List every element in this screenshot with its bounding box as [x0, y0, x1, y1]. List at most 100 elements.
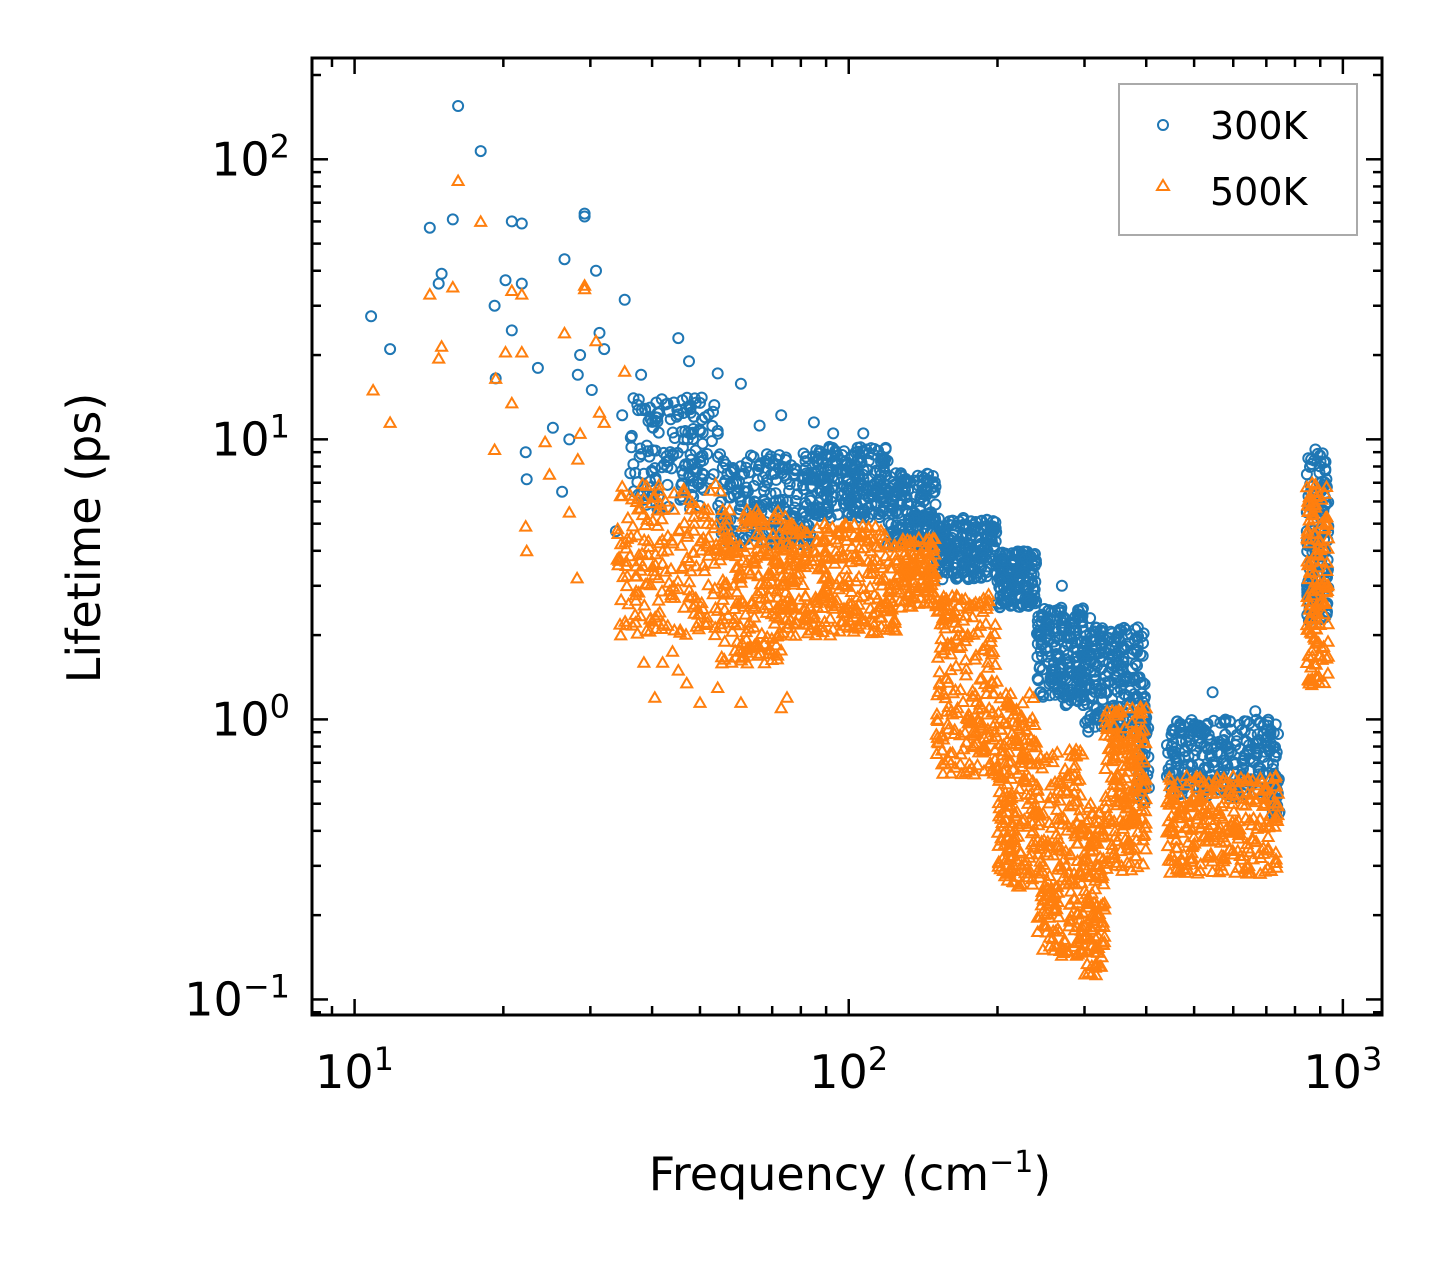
point-500K-997 — [981, 587, 996, 600]
point-500K-666 — [816, 571, 831, 584]
point-300K-1345 — [1032, 625, 1045, 638]
point-500K-1834 — [1162, 865, 1178, 878]
point-500K-2261 — [773, 700, 789, 714]
point-300K-2031 — [1313, 466, 1326, 479]
point-500K-2115 — [1301, 571, 1316, 585]
point-300K-1569 — [1089, 673, 1102, 686]
point-300K-2121 — [775, 409, 788, 422]
point-500K-941 — [940, 716, 956, 730]
point-500K-1595 — [1084, 806, 1100, 819]
x-tick-label-1: 102 — [809, 1040, 888, 1099]
point-300K-1909 — [1183, 717, 1196, 730]
point-300K-2125 — [926, 470, 939, 482]
point-500K-1584 — [1079, 862, 1095, 875]
point-500K-362 — [740, 563, 756, 576]
point-500K-939 — [966, 728, 981, 741]
point-500K-665 — [809, 520, 825, 534]
point-500K-81 — [622, 548, 638, 562]
point-500K-197 — [707, 627, 723, 641]
point-500K-1982 — [1209, 770, 1225, 783]
point-500K-2254 — [671, 663, 686, 676]
point-500K-388 — [738, 544, 753, 557]
point-300K-1819 — [1228, 758, 1241, 771]
point-500K-2063 — [1205, 864, 1220, 877]
point-500K-1560 — [1086, 895, 1102, 908]
point-500K-137 — [687, 516, 702, 529]
x-axis-label: Frequency (cm−1) — [649, 1145, 1052, 1201]
point-300K-999 — [963, 562, 976, 575]
point-500K-1599 — [1085, 831, 1100, 844]
point-300K-1307 — [1061, 697, 1074, 710]
point-500K-150 — [693, 543, 709, 556]
point-300K-1143 — [994, 597, 1007, 610]
point-500K-233 — [759, 629, 775, 643]
point-500K-2243 — [577, 281, 592, 295]
point-300K-1329 — [1064, 694, 1077, 707]
point-500K-1021 — [958, 652, 973, 666]
point-500K-1422 — [1045, 888, 1060, 901]
point-500K-1989 — [1185, 798, 1200, 811]
point-500K-2095 — [1304, 475, 1320, 489]
point-500K-1766 — [1123, 815, 1138, 829]
point-300K-2086 — [452, 100, 465, 112]
point-500K-570 — [800, 625, 816, 639]
point-300K-1159 — [1008, 557, 1021, 569]
point-500K-2196 — [1309, 545, 1324, 559]
point-500K-2241 — [572, 426, 588, 439]
point-500K-1777 — [1135, 856, 1151, 870]
point-500K-947 — [954, 766, 970, 780]
point-500K-675 — [824, 596, 840, 609]
point-300K-159 — [696, 437, 709, 450]
point-300K-1353 — [1059, 613, 1072, 626]
point-300K-721 — [914, 492, 927, 505]
point-300K-1541 — [1094, 639, 1107, 652]
point-500K-290 — [771, 556, 787, 569]
point-500K-979 — [947, 722, 962, 735]
point-500K-969 — [935, 645, 951, 659]
point-500K-1967 — [1240, 860, 1255, 873]
point-300K-1409 — [1088, 665, 1101, 678]
point-300K-2124 — [857, 427, 870, 440]
point-500K-330 — [748, 556, 763, 569]
point-300K-596 — [846, 494, 858, 507]
point-500K-1477 — [1074, 875, 1089, 889]
point-500K-112 — [613, 536, 629, 550]
point-500K-407 — [720, 608, 736, 621]
point-500K-1611 — [1098, 761, 1113, 774]
point-500K-384 — [776, 543, 792, 556]
point-500K-1211 — [1014, 858, 1029, 871]
point-500K-132 — [613, 592, 629, 606]
point-500K-1293 — [1062, 914, 1078, 927]
point-500K-1772 — [1133, 699, 1148, 712]
point-500K-834 — [901, 598, 917, 612]
point-500K-1408 — [1065, 797, 1081, 810]
point-500K-1580 — [1084, 966, 1099, 980]
point-500K-178 — [701, 577, 716, 591]
point-500K-401 — [714, 620, 729, 634]
point-500K-1043 — [968, 595, 983, 608]
point-300K-773 — [924, 512, 937, 525]
point-500K-0 — [706, 556, 722, 569]
point-500K-2228 — [487, 442, 502, 455]
point-500K-1361 — [1041, 795, 1057, 809]
point-500K-94 — [623, 488, 638, 501]
point-500K-366 — [735, 519, 750, 532]
point-500K-1760 — [1106, 813, 1122, 827]
point-300K-979 — [937, 524, 950, 537]
point-500K-135 — [700, 615, 715, 628]
point-500K-283 — [734, 635, 750, 649]
point-500K-2186 — [1308, 621, 1324, 634]
point-500K-91 — [694, 595, 709, 609]
point-300K-239 — [804, 492, 817, 505]
point-300K-1834 — [1243, 752, 1256, 765]
point-500K-710 — [819, 521, 834, 534]
point-500K-831 — [903, 555, 919, 568]
point-300K-1337 — [1053, 630, 1066, 643]
point-300K-1558 — [1129, 657, 1142, 670]
point-500K-987 — [937, 756, 953, 769]
point-500K-2217 — [1306, 565, 1322, 578]
point-500K-2051 — [1212, 806, 1228, 819]
point-500K-664 — [780, 535, 795, 548]
point-300K-781 — [908, 511, 921, 524]
point-500K-1009 — [972, 618, 988, 631]
